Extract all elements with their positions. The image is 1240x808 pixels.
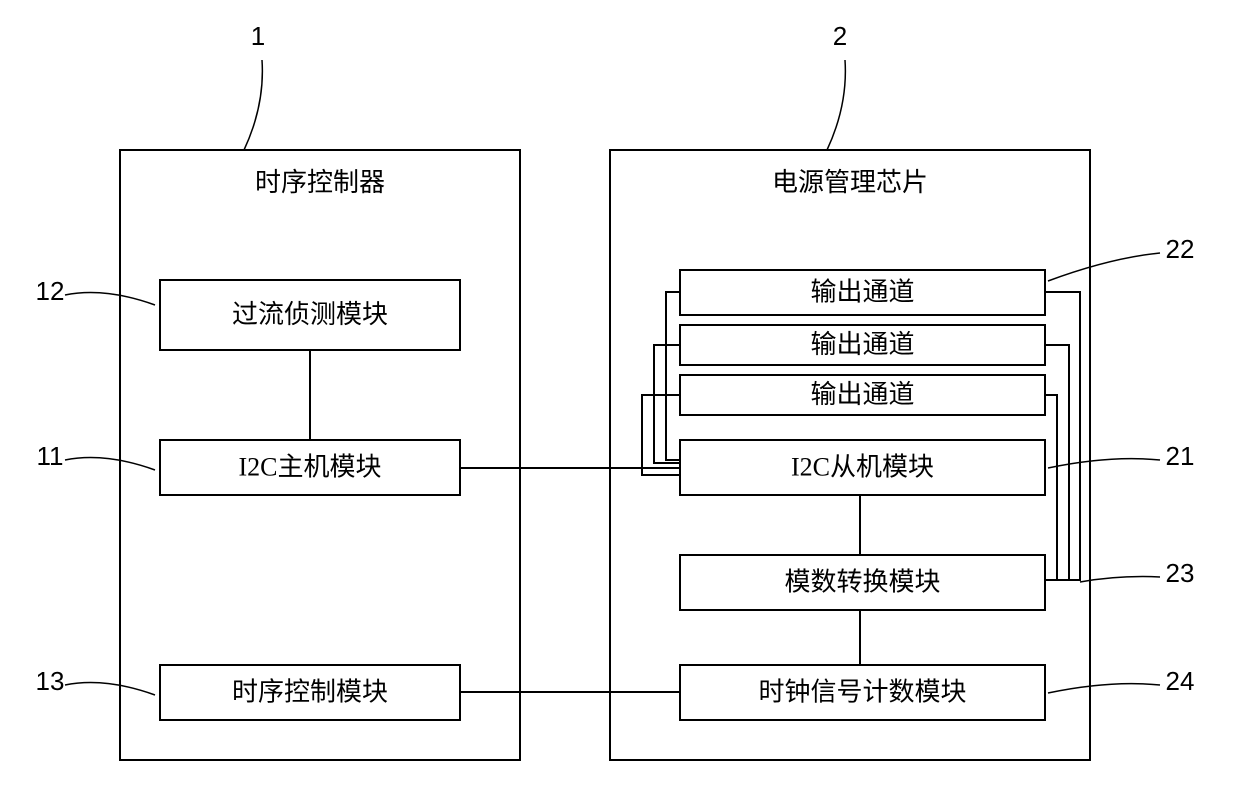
clock-counter-label: 时钟信号计数模块 xyxy=(758,677,966,706)
ref-leader-r11 xyxy=(65,458,155,470)
ref-leader-r1 xyxy=(244,60,262,150)
right-outer-title: 电源管理芯片 xyxy=(772,168,928,197)
ref-num-r24: 24 xyxy=(1166,666,1195,696)
output-channel-2-label: 输出通道 xyxy=(810,330,914,359)
output-channel-1-label: 输出通道 xyxy=(810,277,914,306)
ref-leader-r23 xyxy=(1080,577,1160,582)
timing-control-label: 时序控制模块 xyxy=(232,677,388,706)
routed-5 xyxy=(1045,395,1057,580)
i2c-master-label: I2C主机模块 xyxy=(238,452,381,481)
output-channel-3-label: 输出通道 xyxy=(810,380,914,409)
routed-3 xyxy=(1045,292,1080,580)
ref-leader-r21 xyxy=(1048,459,1160,468)
ref-num-r13: 13 xyxy=(36,666,65,696)
ref-leader-r24 xyxy=(1048,684,1160,693)
ref-leader-r2 xyxy=(827,60,845,150)
ref-num-r11: 11 xyxy=(37,441,64,471)
block-diagram: 时序控制器电源管理芯片过流侦测模块I2C主机模块时序控制模块输出通道输出通道输出… xyxy=(0,0,1240,808)
overcurrent-detect-label: 过流侦测模块 xyxy=(232,300,388,329)
ref-num-r23: 23 xyxy=(1166,558,1195,588)
routed-0 xyxy=(666,292,680,460)
left-outer-title: 时序控制器 xyxy=(255,168,385,197)
ref-leader-r22 xyxy=(1048,253,1160,281)
i2c-slave-label: I2C从机模块 xyxy=(791,452,934,481)
ref-num-r12: 12 xyxy=(36,276,65,306)
ref-num-r22: 22 xyxy=(1166,234,1195,264)
ref-num-r21: 21 xyxy=(1166,441,1195,471)
ref-leader-r12 xyxy=(65,293,155,305)
adc-module-label: 模数转换模块 xyxy=(784,567,940,596)
ref-num-r2: 2 xyxy=(833,21,847,51)
ref-num-r1: 1 xyxy=(251,21,265,51)
ref-leader-r13 xyxy=(65,683,155,695)
